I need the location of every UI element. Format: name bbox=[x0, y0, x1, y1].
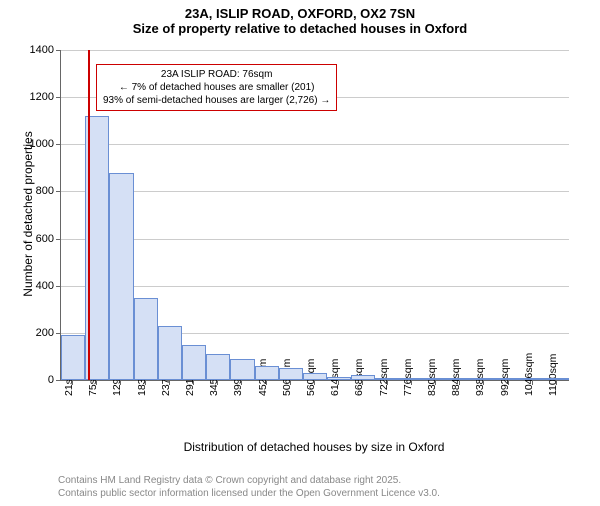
histogram-bar bbox=[61, 335, 85, 380]
histogram-bar bbox=[255, 366, 279, 380]
histogram-bar bbox=[496, 378, 520, 380]
histogram-bar bbox=[521, 378, 545, 380]
x-axis-label: Distribution of detached houses by size … bbox=[60, 440, 568, 454]
histogram-bar bbox=[545, 378, 569, 380]
gridline bbox=[61, 191, 569, 192]
histogram-bar bbox=[375, 378, 399, 380]
histogram-bar bbox=[109, 173, 133, 380]
ytick-label: 1200 bbox=[14, 91, 54, 103]
property-marker-line bbox=[88, 50, 90, 380]
ytick-label: 600 bbox=[14, 233, 54, 245]
chart-title-sub: Size of property relative to detached ho… bbox=[0, 21, 600, 36]
ytick-label: 1400 bbox=[14, 44, 54, 56]
gridline bbox=[61, 239, 569, 240]
chart-title-main: 23A, ISLIP ROAD, OXFORD, OX2 7SN bbox=[0, 6, 600, 21]
histogram-bar bbox=[400, 378, 424, 380]
plot-area: 23A ISLIP ROAD: 76sqm ← 7% of detached h… bbox=[60, 50, 569, 381]
annotation-box: 23A ISLIP ROAD: 76sqm ← 7% of detached h… bbox=[96, 64, 337, 111]
histogram-bar bbox=[327, 377, 351, 380]
gridline bbox=[61, 286, 569, 287]
footer-line1: Contains HM Land Registry data © Crown c… bbox=[58, 474, 440, 487]
ytick-mark bbox=[56, 380, 61, 381]
histogram-bar bbox=[303, 373, 327, 380]
annotation-line3: 93% of semi-detached houses are larger (… bbox=[103, 94, 330, 107]
histogram-bar bbox=[158, 326, 182, 380]
annotation-line2: ← 7% of detached houses are smaller (201… bbox=[103, 81, 330, 94]
histogram-bar bbox=[424, 378, 448, 380]
histogram-bar bbox=[230, 359, 254, 380]
histogram-bar bbox=[134, 298, 158, 381]
histogram-bar bbox=[351, 375, 375, 380]
gridline bbox=[61, 144, 569, 145]
ytick-label: 800 bbox=[14, 185, 54, 197]
footer-attribution: Contains HM Land Registry data © Crown c… bbox=[58, 474, 440, 500]
gridline bbox=[61, 50, 569, 51]
chart-container: 23A, ISLIP ROAD, OXFORD, OX2 7SN Size of… bbox=[0, 6, 600, 506]
footer-line2: Contains public sector information licen… bbox=[58, 487, 440, 500]
histogram-bar bbox=[472, 378, 496, 380]
histogram-bar bbox=[206, 354, 230, 380]
histogram-bar bbox=[448, 378, 472, 380]
ytick-label: 200 bbox=[14, 327, 54, 339]
histogram-bar bbox=[279, 368, 303, 380]
ytick-label: 400 bbox=[14, 280, 54, 292]
annotation-line1: 23A ISLIP ROAD: 76sqm bbox=[103, 68, 330, 81]
ytick-label: 0 bbox=[14, 374, 54, 386]
ytick-label: 1000 bbox=[14, 138, 54, 150]
histogram-bar bbox=[182, 345, 206, 380]
